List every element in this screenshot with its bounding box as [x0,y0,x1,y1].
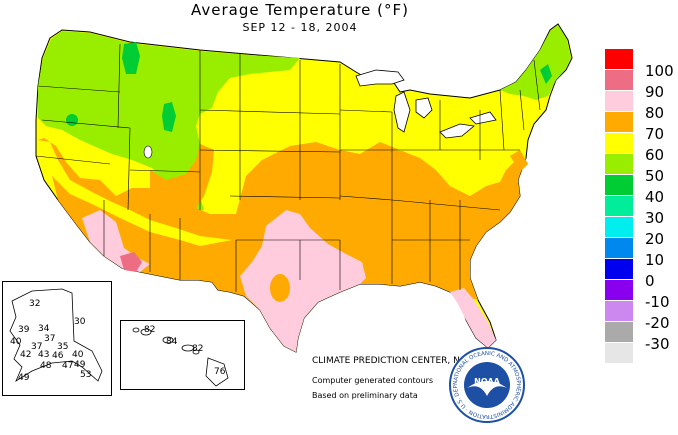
hawaii-value: 82 [144,325,155,335]
legend-swatch [605,258,633,279]
legend-label: -30 [645,335,670,353]
band-50-northeast [500,25,571,100]
alaska-value: 40 [10,337,22,347]
alaska-value: 46 [52,351,64,361]
alaska-value: 53 [80,370,91,380]
legend-label: 60 [645,146,665,164]
legend-swatch [605,321,633,342]
legend-swatch [605,237,633,258]
hawaii-value: 76 [214,367,226,377]
state-boundaries [35,43,541,292]
legend-swatch [605,342,633,363]
legend-label: 50 [645,167,665,185]
hawaii-value: 82 [192,344,203,354]
legend-swatch [605,69,633,90]
noaa-logo-text: NOAA [474,377,500,386]
legend-swatch [605,300,633,321]
legend-swatch [605,90,633,111]
legend-swatch [605,279,633,300]
alaska-inset: 32 30 39 34 40 37 37 35 42 43 46 40 48 4… [2,281,112,396]
legend-swatch [605,195,633,216]
legend-swatch [605,132,633,153]
alaska-value: 37 [31,342,42,352]
legend-label: 100 [645,62,674,80]
band-80-texas-spot [270,274,290,302]
legend-swatch [605,174,633,195]
legend-label: -10 [645,293,670,311]
band-80-texas [240,210,366,352]
band-60-ohio [392,150,500,196]
legend-label: 40 [645,188,665,206]
alaska-value: 49 [18,373,30,383]
legend-label: 70 [645,125,665,143]
band-70-midatlantic [510,150,528,172]
credit-contours: Computer generated contours [312,376,434,385]
hawaii-values: 82 84 82 76 [144,325,226,377]
alaska-value: 49 [74,360,86,370]
hawaii-value: 84 [166,337,178,347]
band-40-oregon [66,114,78,126]
noaa-logo: NATIONAL OCEANIC AND ATMOSPHERIC ADMINIS… [448,346,525,423]
alaska-value: 40 [72,350,84,360]
alaska-values: 32 30 39 34 40 37 37 35 42 43 46 40 48 4… [10,299,91,383]
legend-label: 10 [645,251,665,269]
alaska-value: 37 [44,334,55,344]
legend-label: 0 [645,272,655,290]
legend-label: 20 [645,230,665,248]
alaska-value: 34 [38,324,50,334]
legend-label: 80 [645,104,665,122]
band-40-montana [122,42,140,74]
band-80-florida [450,288,496,348]
band-70-west [38,138,240,240]
map-period: SEP 12 - 18, 2004 [242,21,358,34]
credit-agency: CLIMATE PREDICTION CENTER, NOAA [312,356,480,366]
band-40-wyoming [162,102,176,132]
alaska-value: 42 [20,350,31,360]
credit-data-note: Based on preliminary data [312,391,418,400]
alaska-outline [9,288,103,383]
hawaii-inset: 82 84 82 76 [120,320,245,390]
legend-swatch [605,111,633,132]
great-lakes [355,69,497,139]
legend-label: 30 [645,209,665,227]
legend-label: -20 [645,314,670,332]
band-90-arizona [120,252,142,272]
legend-swatch [605,216,633,237]
band-40-maine [540,64,552,84]
alaska-value: 35 [57,342,68,352]
alaska-value: 30 [74,317,86,327]
alaska-value: 47 [62,361,73,371]
map-title: Average Temperature (°F) [191,1,409,19]
alaska-value: 32 [29,299,40,309]
legend-swatch [605,48,633,69]
alaska-value: 43 [38,350,49,360]
great-salt-lake [143,145,153,159]
alaska-value: 39 [18,325,30,335]
legend-swatch [605,153,633,174]
alaska-value: 48 [40,361,52,371]
hawaii-islands [132,327,229,387]
legend-label: 90 [645,83,665,101]
noaa-bird-icon [467,381,507,396]
